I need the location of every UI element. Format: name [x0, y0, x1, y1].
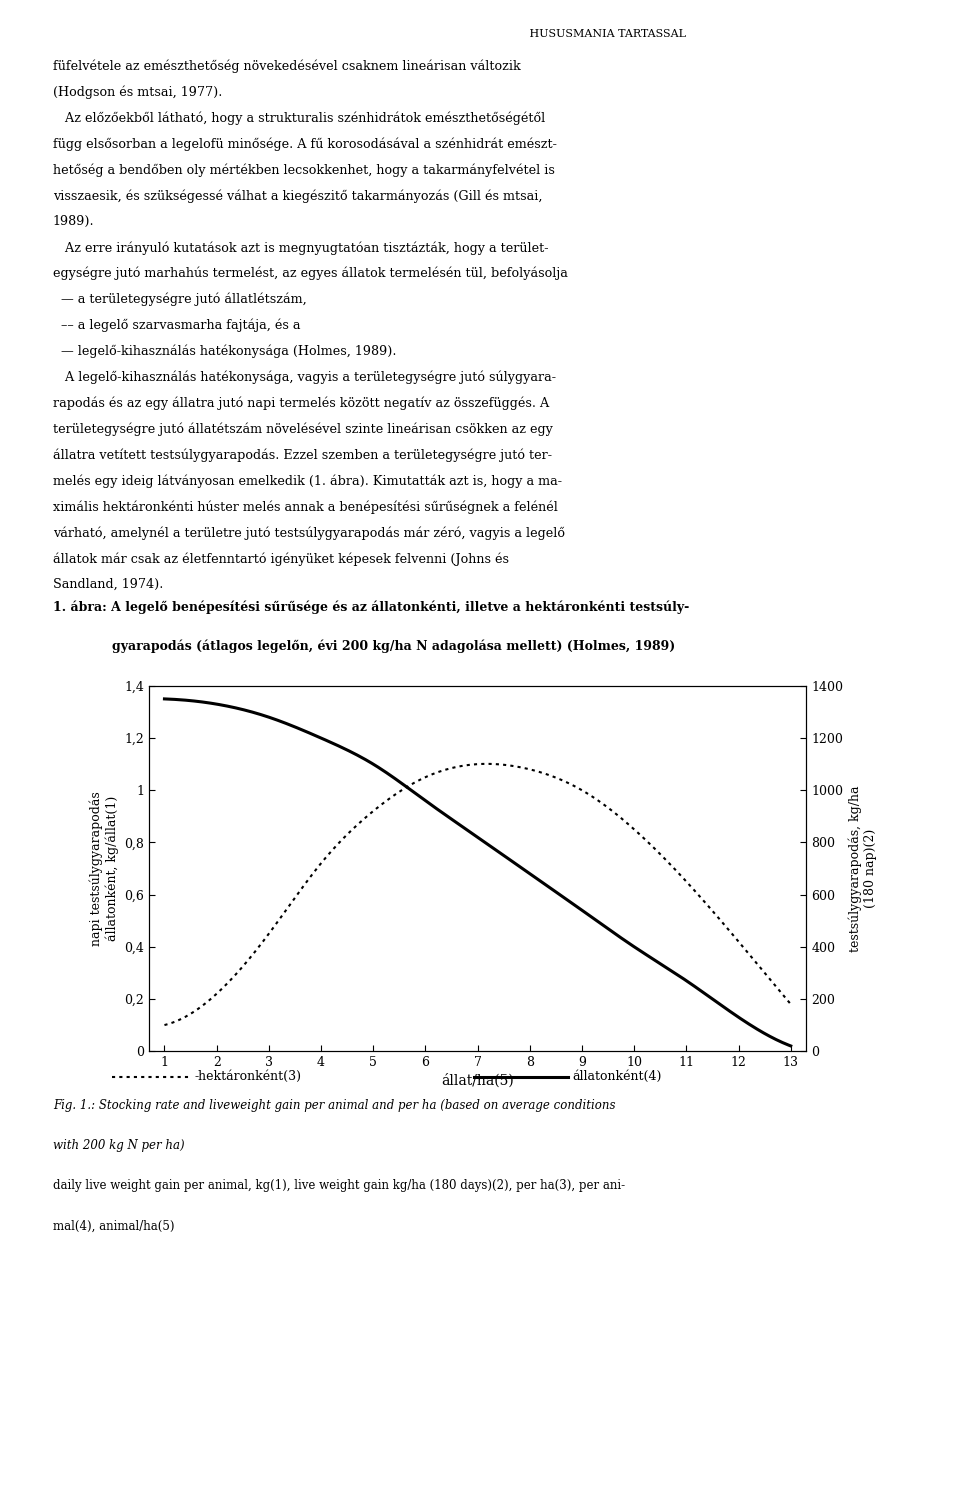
Text: daily live weight gain per animal, kg(1), live weight gain kg/ha (180 days)(2), : daily live weight gain per animal, kg(1)… [53, 1179, 625, 1193]
Text: A legelő-kihasználás hatékonysága, vagyis a területegységre jutó súlygyara-: A legelő-kihasználás hatékonysága, vagyi… [53, 371, 556, 385]
Text: 1989).: 1989). [53, 215, 94, 228]
Text: –– a legelő szarvasmarha fajtája, és a: –– a legelő szarvasmarha fajtája, és a [53, 319, 300, 332]
Text: rapodás és az egy állatra jutó napi termelés között negatív az összefüggés. A: rapodás és az egy állatra jutó napi term… [53, 397, 549, 410]
Text: visszaesik, és szükségessé válhat a kiegészitő takarmányozás (Gill és mtsai,: visszaesik, és szükségessé válhat a kieg… [53, 189, 542, 203]
Text: — a területegységre jutó állatlétszám,: — a területegységre jutó állatlétszám, [53, 292, 306, 306]
Text: hetőség a bendőben oly mértékben lecsokkenhet, hogy a takarmányfelvétel is: hetőség a bendőben oly mértékben lecsokk… [53, 164, 555, 177]
Text: egységre jutó marhahús termelést, az egyes állatok termelésén tül, befolyásolja: egységre jutó marhahús termelést, az egy… [53, 267, 567, 280]
Text: HUSUSMANIA TARTASSAL: HUSUSMANIA TARTASSAL [274, 28, 686, 39]
X-axis label: állat/ha(5): állat/ha(5) [442, 1074, 514, 1087]
Text: Sandland, 1974).: Sandland, 1974). [53, 579, 163, 590]
Text: ximális hektáronkénti húster melés annak a benépesítési sűrűségnek a felénél: ximális hektáronkénti húster melés annak… [53, 499, 558, 514]
Text: füfelvétele az emészthetőség növekedésével csaknem lineárisan változik: füfelvétele az emészthetőség növekedésév… [53, 60, 520, 73]
Text: melés egy ideig látványosan emelkedik (1. ábra). Kimutatták azt is, hogy a ma-: melés egy ideig látványosan emelkedik (1… [53, 474, 562, 488]
Y-axis label: testsúlygyarapodás, kg/ha
(180 nap)(2): testsúlygyarapodás, kg/ha (180 nap)(2) [849, 786, 877, 951]
Text: területegységre jutó állatétszám növelésével szinte lineárisan csökken az egy: területegységre jutó állatétszám növelés… [53, 422, 553, 435]
Text: 1. ábra: A legelő benépesítési sűrűsége és az állatonkénti, illetve a hektáronké: 1. ábra: A legelő benépesítési sűrűsége … [53, 601, 689, 614]
Text: mal(4), animal/ha(5): mal(4), animal/ha(5) [53, 1220, 175, 1233]
Text: gyarapodás (átlagos legelőn, évi 200 kg/ha N adagolása mellett) (Holmes, 1989): gyarapodás (átlagos legelőn, évi 200 kg/… [112, 640, 676, 653]
Text: Az erre irányuló kutatások azt is megnyugtatóan tisztázták, hogy a terület-: Az erre irányuló kutatások azt is megnyu… [53, 242, 548, 255]
Y-axis label: napi testsúlygyarapodás
állatonként, kg/állat(1): napi testsúlygyarapodás állatonként, kg/… [89, 792, 118, 945]
Text: -hektáronként(3): -hektáronként(3) [194, 1071, 301, 1082]
Text: Az előzőekből látható, hogy a strukturalis szénhidrátok emészthetőségétől: Az előzőekből látható, hogy a struktural… [53, 112, 545, 125]
Text: with 200 kg N per ha): with 200 kg N per ha) [53, 1139, 184, 1153]
Text: állatonként(4): állatonként(4) [572, 1071, 661, 1082]
Text: (Hodgson és mtsai, 1977).: (Hodgson és mtsai, 1977). [53, 85, 222, 98]
Text: állatra vetített testsúlygyarapodás. Ezzel szemben a területegységre jutó ter-: állatra vetített testsúlygyarapodás. Ezz… [53, 449, 552, 462]
Text: Fig. 1.: Stocking rate and liveweight gain per animal and per ha (based on avera: Fig. 1.: Stocking rate and liveweight ga… [53, 1099, 615, 1112]
Text: függ elsősorban a legelofü minősége. A fű korosodásával a szénhidrát emészt-: függ elsősorban a legelofü minősége. A f… [53, 137, 557, 151]
Text: — legelő-kihasználás hatékonysága (Holmes, 1989).: — legelő-kihasználás hatékonysága (Holme… [53, 344, 396, 358]
Text: állatok már csak az életfenntartó igényüket képesek felvenni (Johns és: állatok már csak az életfenntartó igényü… [53, 552, 509, 565]
Text: várható, amelynél a területre jutó testsúlygyarapodás már zéró, vagyis a legelő: várható, amelynél a területre jutó tests… [53, 526, 564, 540]
